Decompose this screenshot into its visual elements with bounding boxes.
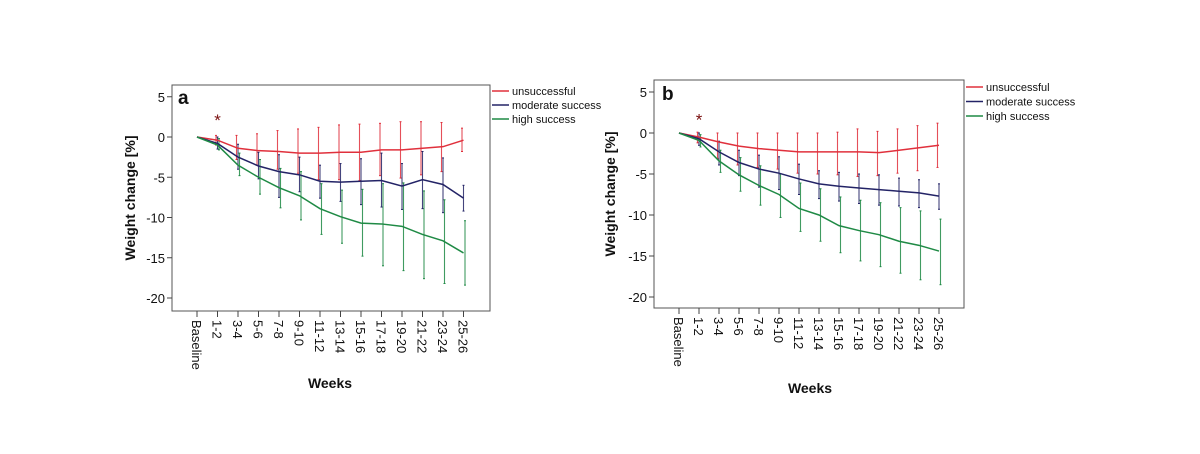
legend-label: moderate success xyxy=(986,97,1076,109)
y-tick-label: -20 xyxy=(628,290,647,305)
x-tick-label: 1-2 xyxy=(210,320,225,339)
y-ticks: 5 0 -5 -10 -15 -20 xyxy=(146,90,172,306)
legend-label: unsuccessful xyxy=(986,82,1050,94)
series-lines xyxy=(678,132,940,252)
x-tick-label: 9-10 xyxy=(292,320,307,346)
plot-frame xyxy=(171,84,491,312)
x-tick-label: 23-24 xyxy=(911,317,926,350)
panel-label: a xyxy=(178,88,189,109)
x-tick-label: 17-18 xyxy=(374,320,389,353)
x-tick-label: 11-12 xyxy=(312,320,327,352)
legend-label: high success xyxy=(512,114,576,126)
y-tick-label: 0 xyxy=(158,130,165,145)
series-line-moderate-success xyxy=(196,136,464,199)
x-axis-title: Weeks xyxy=(308,375,352,391)
x-tick-label: 15-16 xyxy=(353,320,368,353)
series-line-moderate-success xyxy=(678,132,940,197)
y-ticks: 5 0 -5 -10 -15 -20 xyxy=(628,85,654,305)
y-tick-label: 5 xyxy=(640,85,647,100)
x-tick-label: 25-26 xyxy=(931,317,946,350)
y-tick-label: -5 xyxy=(153,170,165,185)
plot-frame xyxy=(653,79,965,309)
y-tick-label: 5 xyxy=(158,90,165,105)
panel-a: a Weight change [%] Weeks 50-5-10-15-20 … xyxy=(122,84,602,391)
x-tick-label: 13-14 xyxy=(333,320,348,353)
panel-b: b Weight change [%] Weeks 50-5-10-15-20 … xyxy=(602,79,1076,396)
x-tick-label: 11-12 xyxy=(791,317,806,349)
legend-label: moderate success xyxy=(512,100,602,112)
series-lines xyxy=(196,136,464,254)
significance-asterisk: * xyxy=(696,111,703,130)
x-tick-label: 25-26 xyxy=(456,320,471,353)
legend: unsuccessful moderate success high success xyxy=(963,80,1076,124)
x-tick-label: 21-22 xyxy=(415,320,430,353)
y-tick-label: -15 xyxy=(146,251,165,266)
x-tick-label: 3-4 xyxy=(230,320,245,339)
x-tick-label: 1-2 xyxy=(691,317,706,336)
x-tick-label: 5-6 xyxy=(731,317,746,336)
y-tick-label: -10 xyxy=(146,211,165,226)
y-tick-label: -15 xyxy=(628,249,647,264)
legend-label: unsuccessful xyxy=(512,86,576,98)
y-axis-title: Weight change [%] xyxy=(602,132,618,257)
y-tick-label: 0 xyxy=(640,126,647,141)
x-tick-label: 15-16 xyxy=(831,317,846,350)
series-line-unsuccessful xyxy=(196,136,464,154)
x-tick-label: 7-8 xyxy=(271,320,286,339)
x-tick-label: 19-20 xyxy=(871,317,886,350)
x-tick-label: 21-22 xyxy=(891,317,906,350)
x-tick-label: 17-18 xyxy=(851,317,866,350)
x-ticks: Baseline 1-2 3-4 5-6 7-8 9-10 11-12 13-14 15-16 1… xyxy=(189,311,471,370)
x-tick-label: 7-8 xyxy=(751,317,766,336)
x-tick-label: 23-24 xyxy=(435,320,450,353)
x-axis-title: Weeks xyxy=(788,380,832,396)
series-line-high-success xyxy=(196,136,464,254)
significance-asterisk: * xyxy=(214,111,221,130)
series-line-unsuccessful xyxy=(678,132,940,154)
x-tick-label: 13-14 xyxy=(811,317,826,350)
x-tick-label: 9-10 xyxy=(771,317,786,343)
error-bars xyxy=(215,121,466,286)
x-tick-label: Baseline xyxy=(189,320,204,370)
legend-label: high success xyxy=(986,111,1050,123)
x-tick-label: Baseline xyxy=(671,317,686,367)
panel-label: b xyxy=(662,84,674,105)
series-line-high-success xyxy=(678,132,940,252)
legend: unsuccessful moderate success high success xyxy=(489,85,602,128)
y-axis-title: Weight change [%] xyxy=(122,136,138,261)
y-tick-label: -10 xyxy=(628,208,647,223)
x-ticks: Baseline 1-2 3-4 5-6 7-8 9-10 11-12 13-14 15-16 1… xyxy=(671,308,946,367)
x-tick-label: 5-6 xyxy=(251,320,266,339)
x-tick-label: 3-4 xyxy=(711,317,726,336)
y-tick-label: -20 xyxy=(146,291,165,306)
x-tick-label: 19-20 xyxy=(394,320,409,353)
y-tick-label: -5 xyxy=(635,167,647,182)
